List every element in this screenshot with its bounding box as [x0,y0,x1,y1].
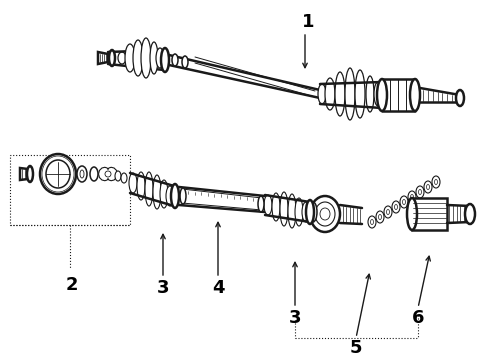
Ellipse shape [166,186,174,206]
Ellipse shape [90,167,98,181]
Ellipse shape [125,44,135,72]
Ellipse shape [335,72,345,116]
Ellipse shape [456,90,464,106]
Ellipse shape [77,166,87,182]
Ellipse shape [400,196,408,208]
Text: 3: 3 [157,279,169,297]
Ellipse shape [435,180,438,185]
Ellipse shape [264,195,272,215]
Ellipse shape [411,194,414,199]
Bar [10,155,130,225]
Ellipse shape [374,82,382,106]
Ellipse shape [180,188,186,204]
Ellipse shape [377,79,387,111]
Bar [412,198,447,230]
Ellipse shape [288,194,296,228]
Text: 6: 6 [412,309,424,327]
Ellipse shape [150,42,158,74]
Ellipse shape [121,173,127,183]
Ellipse shape [258,196,264,212]
Ellipse shape [410,79,420,111]
Ellipse shape [309,202,317,222]
Ellipse shape [407,198,417,230]
Ellipse shape [355,70,365,118]
Ellipse shape [318,84,326,104]
Ellipse shape [306,200,314,224]
Ellipse shape [378,215,382,220]
Ellipse shape [115,171,121,181]
Ellipse shape [366,76,374,112]
Ellipse shape [133,40,143,76]
Ellipse shape [118,52,126,64]
Ellipse shape [145,172,153,206]
Ellipse shape [424,181,432,193]
Ellipse shape [182,56,188,68]
Ellipse shape [315,202,335,226]
Ellipse shape [432,176,440,188]
Ellipse shape [402,199,406,204]
Polygon shape [20,168,28,180]
Polygon shape [98,52,108,64]
Ellipse shape [394,204,397,210]
Ellipse shape [27,166,33,182]
Ellipse shape [416,186,424,198]
Ellipse shape [153,175,161,209]
Ellipse shape [141,38,151,78]
Ellipse shape [384,206,392,218]
Ellipse shape [376,211,384,223]
Text: 4: 4 [212,279,224,297]
Ellipse shape [161,48,169,72]
Ellipse shape [320,208,330,220]
Text: 1: 1 [302,13,314,31]
Ellipse shape [172,54,178,66]
Ellipse shape [272,193,280,221]
Ellipse shape [160,180,168,208]
Ellipse shape [129,173,137,193]
Ellipse shape [370,220,373,225]
Polygon shape [98,167,118,181]
Ellipse shape [408,191,416,203]
Ellipse shape [137,172,145,200]
Ellipse shape [80,170,84,178]
Ellipse shape [302,202,310,222]
Ellipse shape [295,198,303,226]
Ellipse shape [418,189,421,194]
Ellipse shape [40,154,76,194]
Ellipse shape [109,50,115,66]
Ellipse shape [280,192,288,226]
Ellipse shape [392,201,400,213]
Text: 5: 5 [350,339,362,357]
Ellipse shape [426,185,430,189]
Text: 3: 3 [289,309,301,327]
Ellipse shape [310,196,340,232]
Ellipse shape [171,184,179,208]
Text: 2: 2 [66,276,78,294]
Ellipse shape [325,78,335,110]
Ellipse shape [368,216,376,228]
Ellipse shape [387,210,390,215]
Ellipse shape [465,204,475,224]
Ellipse shape [345,68,355,120]
Ellipse shape [46,160,70,188]
Ellipse shape [105,171,111,177]
Ellipse shape [156,48,164,68]
